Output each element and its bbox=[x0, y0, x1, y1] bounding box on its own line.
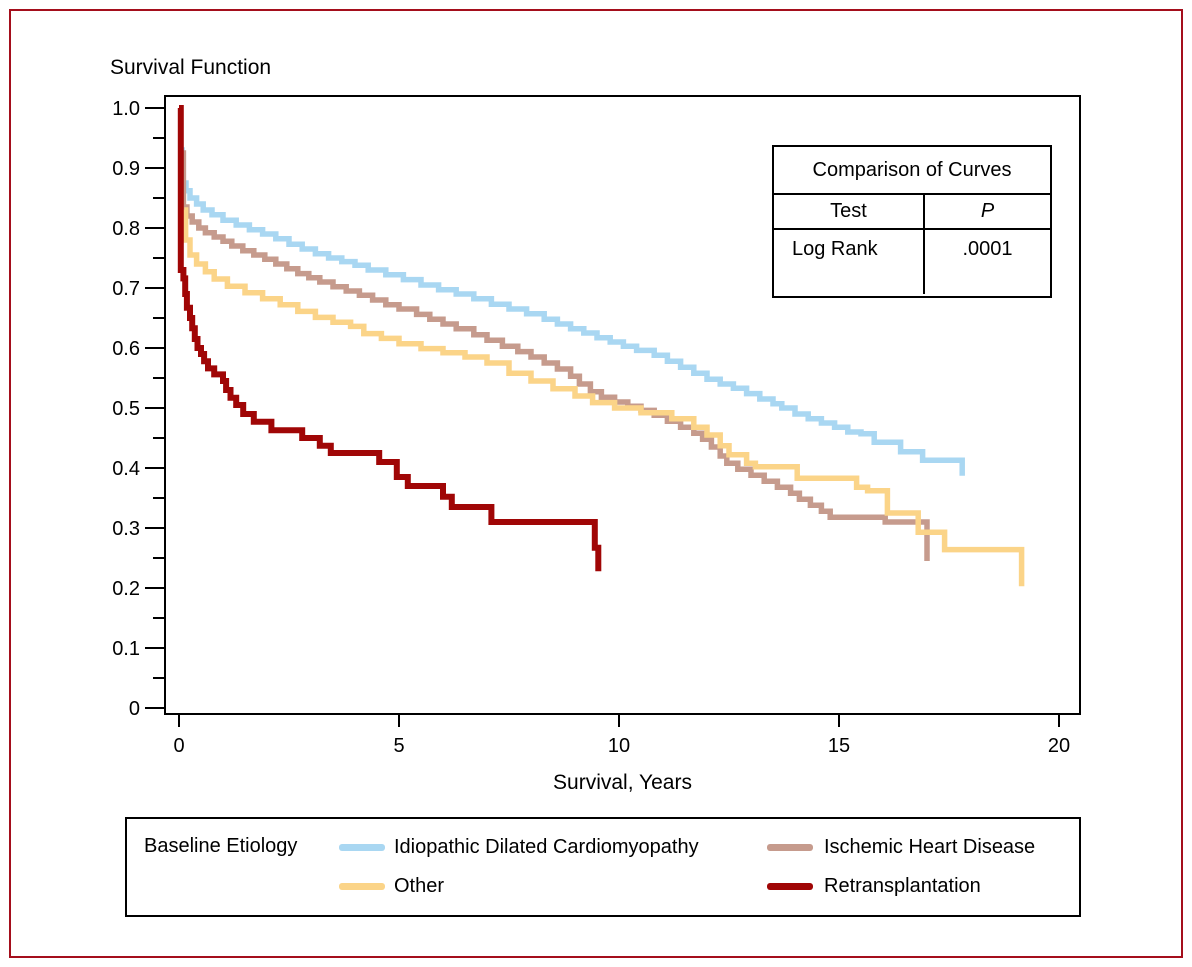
y-axis-tick-label: 0.8 bbox=[112, 218, 140, 240]
y-axis-tick-label: 0.4 bbox=[112, 458, 140, 480]
legend-title: Baseline Etiology bbox=[144, 835, 298, 857]
x-axis-tick-label: 10 bbox=[608, 735, 630, 757]
comparison-table-title: Comparison of Curves bbox=[774, 147, 1050, 195]
x-axis-tick-label: 5 bbox=[393, 735, 404, 757]
x-axis-tick-label: 0 bbox=[173, 735, 184, 757]
y-axis-tick-label: 0.1 bbox=[112, 638, 140, 660]
y-axis-tick-label: 0 bbox=[129, 698, 140, 720]
x-axis-tick-label: 15 bbox=[828, 735, 850, 757]
other-swatch-icon bbox=[339, 883, 385, 890]
comparison-table-data-row: Log Rank .0001 bbox=[774, 230, 1050, 294]
legend-label-ischemic-heart-disease: Ischemic Heart Disease bbox=[824, 836, 1036, 858]
retransplantation-swatch-icon bbox=[767, 883, 813, 890]
y-axis-tick-label: 0.9 bbox=[112, 158, 140, 180]
legend-label-other: Other bbox=[394, 875, 445, 897]
curve-retransplantation bbox=[177, 105, 602, 572]
y-axis-tick-label: 0.7 bbox=[112, 278, 140, 300]
curve-idiopathic-dilated-cardiomyopathy bbox=[179, 147, 965, 476]
x-axis-tick-label: 20 bbox=[1048, 735, 1070, 757]
legend-label-idiopathic-dilated-cardiomyopathy: Idiopathic Dilated Cardiomyopathy bbox=[394, 836, 699, 858]
y-axis-tick-label: 0.2 bbox=[112, 578, 140, 600]
table-cell-p-value: .0001 bbox=[962, 238, 1013, 260]
legend-label-retransplantation: Retransplantation bbox=[824, 875, 981, 897]
y-axis-tick-label: 0.5 bbox=[112, 398, 140, 420]
column-header-test: Test bbox=[774, 195, 925, 228]
y-axis-tick-label: 1.0 bbox=[112, 98, 140, 120]
y-axis-tick-label: 0.6 bbox=[112, 338, 140, 360]
survival-chart: 1.0 0.9 0.8 0.7 0.6 0.5 0.4 0.3 0.2 0.1 0 0 5 10 15 20 bbox=[112, 95, 1081, 757]
comparison-table-header-row: Test P bbox=[774, 195, 1050, 230]
comparison-table: Comparison of Curves Test P Log Rank .00… bbox=[772, 145, 1052, 298]
legend-box: Baseline Etiology Idiopathic Dilated Car… bbox=[125, 817, 1081, 917]
x-axis-label: Survival, Years bbox=[553, 771, 692, 794]
plot-frame bbox=[164, 95, 1081, 715]
table-cell-test-name: Log Rank bbox=[774, 230, 925, 294]
column-header-p: P bbox=[980, 200, 995, 222]
curve-other bbox=[182, 207, 1025, 587]
chart-title: Survival Function bbox=[110, 56, 272, 79]
idiopathic-dilated-cardiomyopathy-swatch-icon bbox=[339, 844, 385, 851]
y-axis-tick-label: 0.3 bbox=[112, 518, 140, 540]
curve-ischemic-heart-disease bbox=[180, 150, 930, 561]
ischemic-heart-disease-swatch-icon bbox=[767, 844, 813, 851]
